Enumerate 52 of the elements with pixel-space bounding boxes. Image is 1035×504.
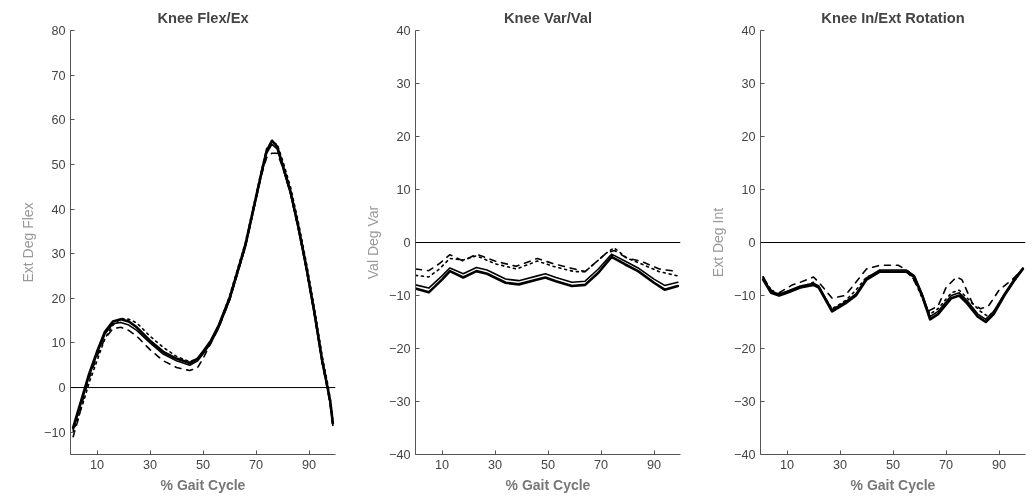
y-tick-label: 80	[51, 24, 66, 38]
chart-title: Knee Flex/Ex	[157, 9, 250, 26]
x-tick-label: 30	[832, 457, 848, 472]
y-tick-label: 40	[51, 202, 66, 217]
x-tick-label: 10	[89, 457, 105, 472]
x-tick-label: 90	[646, 457, 662, 472]
x-axis-title: % Gait Cycle	[505, 476, 591, 493]
y-tick-label: −20	[734, 342, 756, 356]
y-tick-label: 0	[748, 236, 756, 250]
y-tick-label: 30	[741, 77, 756, 91]
x-tick-label: 10	[779, 457, 795, 472]
x-tick-label: 10	[434, 457, 450, 472]
y-tick-label: 40	[396, 24, 411, 38]
y-axis-title: Ext Deg Flex	[20, 202, 37, 283]
y-tick-label: −40	[734, 448, 756, 462]
y-tick-label: 60	[51, 113, 66, 128]
y-axis-title: Val Deg Var	[365, 205, 382, 280]
y-tick-label: −10	[389, 289, 411, 303]
y-tick-label: 0	[403, 236, 411, 250]
chart-title: Knee In/Ext Rotation	[821, 9, 965, 26]
x-axis-title: % Gait Cycle	[160, 476, 246, 493]
x-tick-label: 70	[593, 457, 609, 472]
x-tick-label: 50	[540, 457, 556, 472]
x-tick-label: 50	[195, 457, 211, 472]
x-tick-label: 30	[142, 457, 158, 472]
x-tick-label: 70	[248, 457, 264, 472]
y-tick-label: 0	[58, 381, 66, 396]
y-tick-label: −30	[734, 395, 756, 409]
x-tick-label: 90	[991, 457, 1007, 472]
x-tick-label: 30	[487, 457, 503, 472]
y-tick-label: 30	[396, 77, 411, 91]
y-tick-label: −10	[734, 289, 756, 303]
x-axis-title: % Gait Cycle	[850, 476, 936, 493]
y-tick-label: 20	[741, 130, 756, 144]
y-tick-label: 30	[51, 247, 66, 262]
y-tick-label: 40	[741, 24, 756, 38]
y-tick-label: 10	[396, 183, 411, 197]
y-tick-label: 20	[396, 130, 411, 144]
y-tick-label: 10	[741, 183, 756, 197]
y-axis-title: Ext Deg Int	[710, 207, 727, 278]
y-tick-label: 50	[51, 157, 66, 172]
y-tick-label: 20	[51, 291, 66, 306]
y-tick-label: 70	[51, 68, 66, 83]
y-tick-label: −30	[389, 395, 411, 409]
y-tick-label: 10	[51, 336, 66, 351]
x-tick-label: 50	[885, 457, 901, 472]
x-tick-label: 70	[938, 457, 954, 472]
y-tick-label: −40	[389, 448, 411, 462]
chart-title: Knee Var/Val	[504, 9, 592, 26]
y-tick-label: −10	[44, 425, 66, 440]
y-tick-label: −20	[389, 342, 411, 356]
x-tick-label: 90	[301, 457, 317, 472]
